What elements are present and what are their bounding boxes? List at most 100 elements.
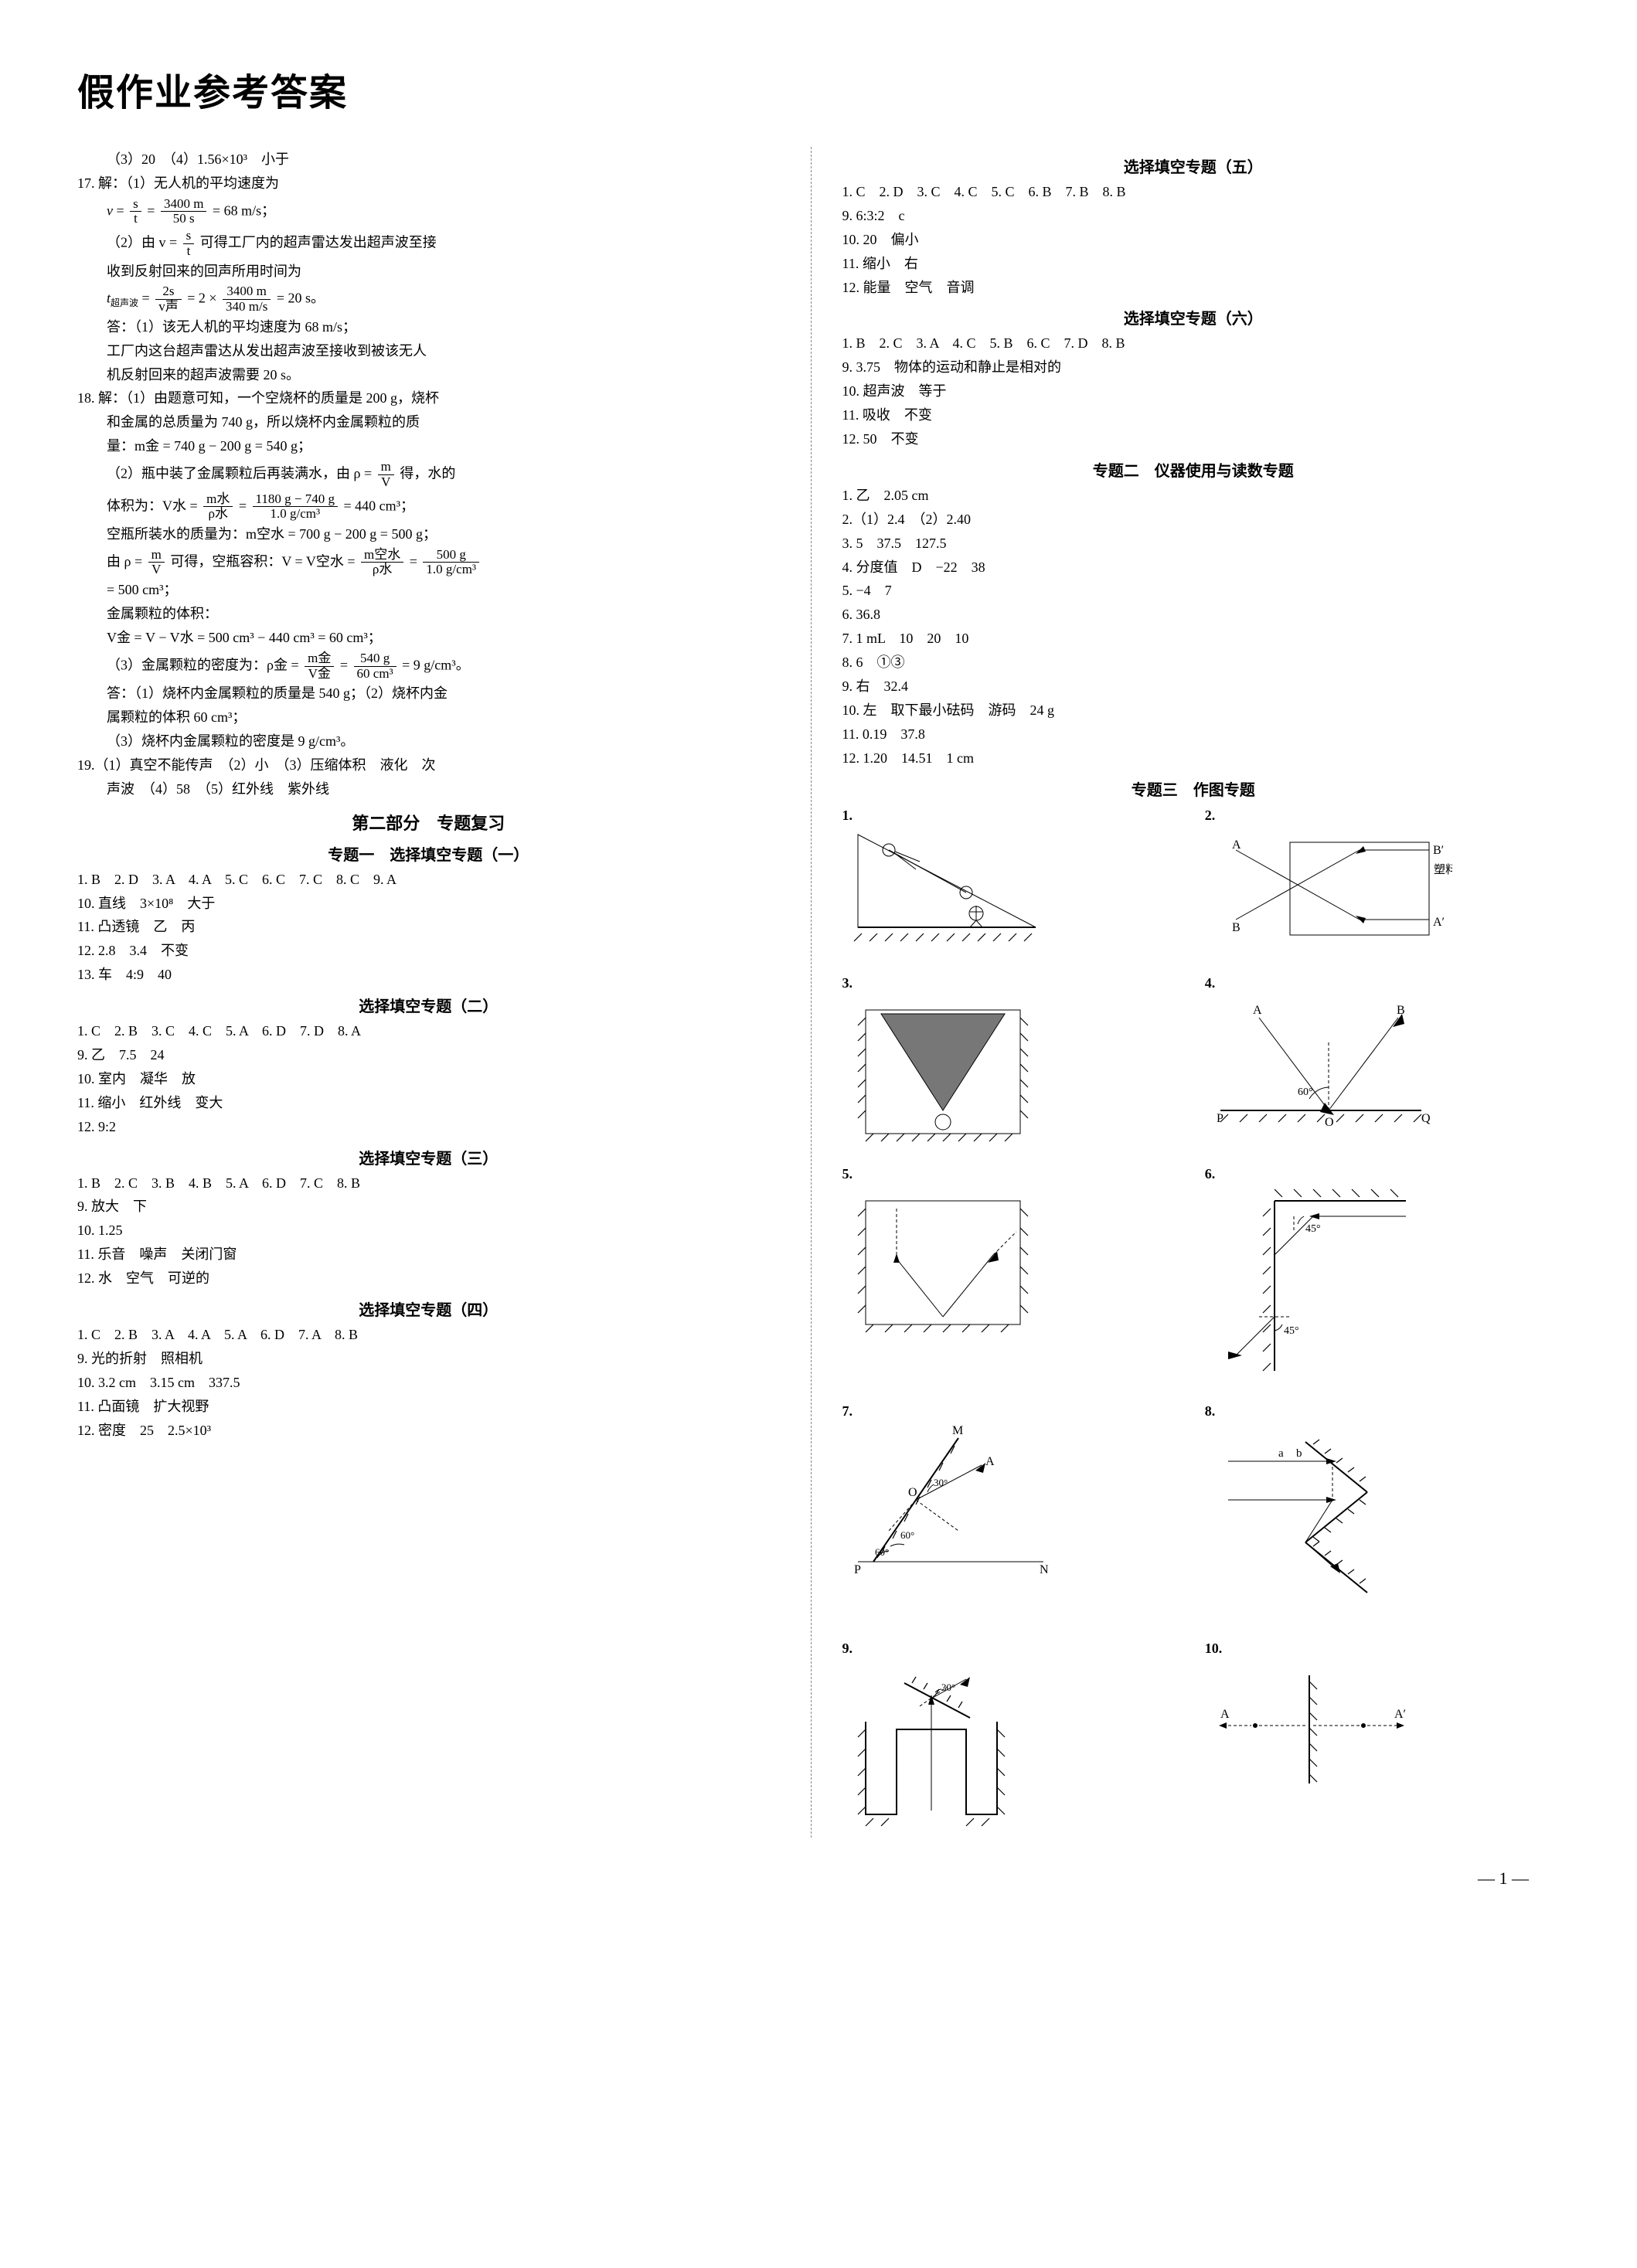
answer-line: 12. 2.8 3.4 不变 — [77, 940, 780, 962]
text-line: （2）由 v = st 可得工厂内的超声雷达发出超声波至接 — [77, 229, 780, 258]
answer-line: 13. 车 4:9 40 — [77, 964, 780, 986]
answer-line: 9. 右 32.4 — [842, 676, 1545, 698]
svg-text:O: O — [1325, 1116, 1334, 1129]
equation-line: t超声波 = 2sv声 = 2 × 3400 m340 m/s = 20 s。 — [77, 284, 780, 314]
text-line: = 500 cm³； — [77, 580, 780, 601]
text-line: 19.（1）真空不能传声 （2）小 （3）压缩体积 液化 次 — [77, 755, 780, 777]
equation-line: （3）金属颗粒的密度为：ρ金 = m金V金 = 540 g60 cm³ = 9 … — [77, 651, 780, 681]
sub-heading: 选择填空专题（五） — [842, 155, 1545, 177]
svg-text:P: P — [1217, 1112, 1223, 1125]
answer-line: 11. 凸透镜 乙 丙 — [77, 916, 780, 938]
text-line: 机反射回来的超声波需要 20 s。 — [77, 365, 780, 386]
answer-line: 11. 凸面镜 扩大视野 — [77, 1396, 780, 1418]
answer-line: 12. 密度 25 2.5×10³ — [77, 1420, 780, 1442]
svg-text:Q: Q — [1421, 1112, 1431, 1125]
svg-text:B′: B′ — [1433, 844, 1444, 857]
answer-line: 1. B 2. C 3. B 4. B 5. A 6. D 7. C 8. B — [77, 1173, 780, 1195]
text-line: 空瓶所装水的质量为：m空水 = 700 g − 200 g = 500 g； — [77, 524, 780, 546]
answer-line: 1. C 2. D 3. C 4. C 5. C 6. B 7. B 8. B — [842, 182, 1545, 203]
text-line: 量：m金 = 740 g − 200 g = 540 g； — [77, 436, 780, 457]
svg-text:b: b — [1296, 1447, 1302, 1460]
svg-text:A: A — [985, 1455, 995, 1468]
diagram-label: 5. — [842, 1166, 1182, 1182]
text-line: 17. 解：（1）无人机的平均速度为 — [77, 173, 780, 195]
answer-line: 11. 缩小 右 — [842, 253, 1545, 275]
diagram-6: 6. 45° — [1205, 1166, 1544, 1386]
svg-text:P: P — [854, 1563, 861, 1576]
answer-line: 7. 1 mL 10 20 10 — [842, 628, 1545, 650]
text-line: （3）烧杯内金属颗粒的密度是 9 g/cm³。 — [77, 731, 780, 753]
answer-line: 4. 分度值 D −22 38 — [842, 557, 1545, 579]
diagram-label: 4. — [1205, 975, 1544, 991]
answer-line: 10. 3.2 cm 3.15 cm 337.5 — [77, 1372, 780, 1394]
svg-text:A′: A′ — [1394, 1708, 1406, 1721]
text-line: V金 = V − V水 = 500 cm³ − 440 cm³ = 60 cm³… — [77, 627, 780, 649]
answer-line: 10. 超声波 等于 — [842, 381, 1545, 403]
column-divider — [811, 147, 812, 1838]
svg-text:60°: 60° — [900, 1529, 914, 1541]
sub-heading: 专题一 选择填空专题（一） — [77, 842, 780, 865]
answer-line: 3. 5 37.5 127.5 — [842, 533, 1545, 555]
text-line: 答：（1）该无人机的平均速度为 68 m/s； — [77, 317, 780, 338]
equation-line: 由 ρ = mV 可得，空瓶容积：V = V空水 = m空水ρ水 = 500 g… — [77, 548, 780, 577]
answer-line: 11. 缩小 红外线 变大 — [77, 1093, 780, 1114]
sub-heading: 选择填空专题（三） — [77, 1146, 780, 1168]
answer-line: 12. 能量 空气 音调 — [842, 277, 1545, 299]
page-title: 假作业参考答案 — [77, 62, 1544, 116]
text-line: 18. 解：（1）由题意可知，一个空烧杯的质量是 200 g，烧杯 — [77, 388, 780, 410]
sub-heading: 专题三 作图专题 — [842, 777, 1545, 800]
answer-line: 5. −4 7 — [842, 580, 1545, 602]
svg-text:a: a — [1278, 1447, 1284, 1460]
content-columns: （3）20 （4）1.56×10³ 小于 17. 解：（1）无人机的平均速度为 … — [77, 147, 1544, 1838]
answer-line: 11. 0.19 37.8 — [842, 724, 1545, 746]
svg-text:60°: 60° — [1298, 1086, 1313, 1098]
diagram-label: 6. — [1205, 1166, 1544, 1182]
diagram-label: 10. — [1205, 1641, 1544, 1657]
answer-line: 1. B 2. D 3. A 4. A 5. C 6. C 7. C 8. C … — [77, 869, 780, 891]
svg-text:30°: 30° — [934, 1477, 948, 1488]
text-line: 收到反射回来的回声所用时间为 — [77, 261, 780, 283]
text-line: 答：（1）烧杯内金属颗粒的质量是 540 g；（2）烧杯内金 — [77, 683, 780, 705]
answer-line: 9. 放大 下 — [77, 1196, 780, 1218]
answer-line: 10. 左 取下最小砝码 游码 24 g — [842, 700, 1545, 722]
section-heading: 第二部分 专题复习 — [77, 810, 780, 835]
answer-line: 11. 吸收 不变 — [842, 405, 1545, 427]
diagram-7: 7. M A O P — [842, 1403, 1182, 1624]
svg-text:A: A — [1232, 838, 1241, 852]
svg-text:A: A — [1220, 1708, 1230, 1721]
svg-text:M: M — [952, 1424, 963, 1437]
answer-line: 9. 乙 7.5 24 — [77, 1045, 780, 1066]
svg-text:塑料薄膜: 塑料薄膜 — [1434, 863, 1452, 876]
svg-text:60°: 60° — [875, 1546, 889, 1558]
diagram-grid: 1. — [842, 808, 1545, 1838]
answer-line: 1. C 2. B 3. C 4. C 5. A 6. D 7. D 8. A — [77, 1021, 780, 1042]
text-line: 和金属的总质量为 740 g，所以烧杯内金属颗粒的质 — [77, 412, 780, 434]
answer-line: 12. 9:2 — [77, 1117, 780, 1138]
diagram-label: 1. — [842, 808, 1182, 824]
svg-text:A′: A′ — [1433, 916, 1445, 929]
svg-text:N: N — [1040, 1563, 1049, 1576]
svg-text:A: A — [1253, 1004, 1262, 1017]
equation-line: 体积为：V水 = m水ρ水 = 1180 g − 740 g1.0 g/cm³ … — [77, 492, 780, 522]
diagram-3: 3. — [842, 975, 1182, 1149]
diagram-label: 8. — [1205, 1403, 1544, 1420]
diagram-4: 4. A B P O Q 60° — [1205, 975, 1544, 1149]
svg-text:B: B — [1232, 921, 1241, 934]
sub-heading: 选择填空专题（六） — [842, 306, 1545, 328]
answer-line: 9. 6:3:2 c — [842, 206, 1545, 227]
text-line: 工厂内这台超声雷达从发出超声波至接收到被该无人 — [77, 341, 780, 362]
answer-line: 9. 光的折射 照相机 — [77, 1348, 780, 1370]
answer-line: 10. 直线 3×10⁸ 大于 — [77, 893, 780, 915]
text-line: 属颗粒的体积 60 cm³； — [77, 707, 780, 729]
sub-heading: 选择填空专题（四） — [77, 1297, 780, 1320]
answer-line: 10. 室内 凝华 放 — [77, 1069, 780, 1090]
svg-text:O: O — [908, 1486, 917, 1499]
answer-line: 1. 乙 2.05 cm — [842, 485, 1545, 507]
svg-text:45°: 45° — [1284, 1325, 1299, 1337]
equation-line: （2）瓶中装了金属颗粒后再装满水，由 ρ = mV 得，水的 — [77, 460, 780, 489]
answer-line: 10. 1.25 — [77, 1220, 780, 1242]
diagram-1: 1. — [842, 808, 1182, 958]
answer-line: 9. 3.75 物体的运动和静止是相对的 — [842, 357, 1545, 379]
text-line: 金属颗粒的体积： — [77, 604, 780, 625]
svg-text:30°: 30° — [941, 1681, 955, 1693]
